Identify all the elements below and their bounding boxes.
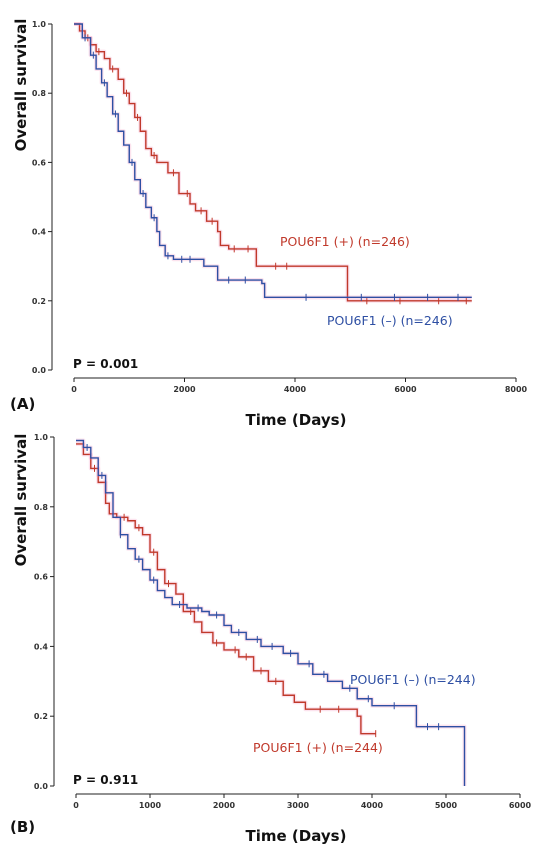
panel-b-plot: 0 1000 2000 3000 4000 5000 6000 0.0 0.2 0.4 0.6 0.8…	[34, 433, 532, 810]
x-tick-label: 6000	[394, 385, 417, 394]
survival-curve-positive	[76, 443, 376, 735]
y-tick-label: 1.0	[32, 20, 47, 29]
x-tick-label: 4000	[284, 385, 307, 394]
survival-curve-negative	[76, 439, 466, 786]
panel-b-x-axis-title: Time (Days)	[246, 827, 347, 845]
x-tick-label: 6000	[509, 801, 532, 810]
x-tick-label: 0	[71, 385, 77, 394]
y-tick-label: 1.0	[34, 433, 49, 442]
y-tick-label: 0.6	[32, 158, 47, 167]
panel-b-p-value: P = 0.911	[73, 773, 138, 787]
confidence-band	[76, 441, 376, 736]
y-tick-label: 0.4	[32, 228, 47, 237]
panel-a-y-axis-title: Overall survival	[12, 19, 30, 152]
x-tick-label: 3000	[287, 801, 310, 810]
panel-a-p-value: P = 0.001	[73, 357, 138, 371]
panel-b-label: (B)	[10, 818, 35, 836]
x-tick-label: 2000	[173, 385, 196, 394]
panel-a-legend-negative: POU6F1 (–) (n=246)	[327, 313, 453, 328]
y-tick-label: 0.8	[32, 89, 47, 98]
x-tick-label: 5000	[435, 801, 458, 810]
y-tick-label: 0.0	[32, 366, 47, 375]
confidence-band	[74, 22, 472, 300]
panel-b-legend-negative: POU6F1 (–) (n=244)	[350, 672, 476, 687]
confidence-band	[76, 438, 467, 786]
panel-a-x-axis-title: Time (Days)	[246, 411, 347, 429]
x-tick-label: 0	[73, 801, 79, 810]
x-tick-label: 4000	[361, 801, 384, 810]
panel-b-y-axis-title: Overall survival	[12, 434, 30, 567]
panel-a-legend-positive: POU6F1 (+) (n=246)	[280, 234, 410, 249]
panel-b-legend-positive: POU6F1 (+) (n=244)	[253, 740, 383, 755]
panel-a-label: (A)	[10, 395, 35, 413]
x-tick-label: 8000	[505, 385, 528, 394]
y-tick-label: 0.4	[34, 642, 49, 651]
panel-a: 0 2000 4000 6000 8000 0.0 0.2 0.4 0.6 0.8 1.0 Over…	[10, 19, 528, 429]
survival-curve-positive	[74, 23, 472, 302]
x-tick-label: 2000	[213, 801, 236, 810]
y-tick-label: 0.6	[34, 573, 49, 582]
y-tick-label: 0.2	[34, 712, 48, 721]
y-tick-label: 0.8	[34, 503, 49, 512]
panel-a-plot: 0 2000 4000 6000 8000 0.0 0.2 0.4 0.6 0.8 1.0	[32, 20, 528, 394]
y-tick-label: 0.2	[32, 297, 46, 306]
x-tick-label: 1000	[139, 801, 162, 810]
y-tick-label: 0.0	[34, 782, 49, 791]
panel-b: 0 1000 2000 3000 4000 5000 6000 0.0 0.2 0.4 0.6 0.8…	[10, 433, 532, 845]
survival-curve-negative	[74, 23, 472, 299]
